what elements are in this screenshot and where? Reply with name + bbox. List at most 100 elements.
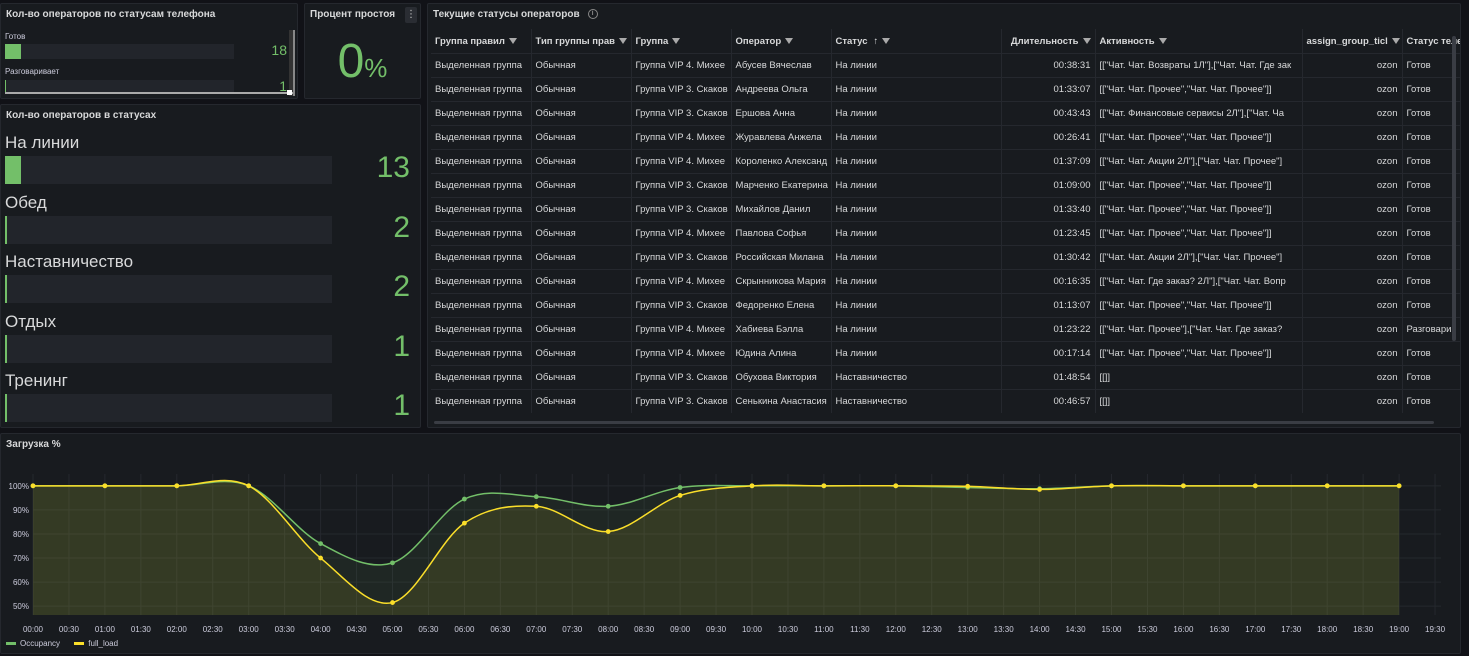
table-cell: Группа VIP 4. Михее [631, 53, 732, 78]
y-tick-label: 60% [13, 578, 29, 587]
info-icon[interactable]: i [587, 9, 598, 20]
table-row[interactable]: Выделенная группа Обычная Группа VIP 4. Ми… [431, 341, 1460, 366]
legend-full-load[interactable]: full_load [88, 639, 119, 648]
table-row[interactable]: Выделенная группа Обычная Группа VIP 4. Ми… [431, 269, 1460, 294]
x-tick-label: 13:00 [958, 625, 979, 634]
table-row[interactable]: Выделенная группа Обычная Группа VIP 3. Ск… [431, 245, 1460, 270]
table-row[interactable]: Выделенная группа Обычная Группа VIP 3. Ск… [431, 365, 1460, 390]
table-cell: Группа VIP 4. Михее [631, 317, 732, 342]
data-point[interactable] [30, 483, 36, 489]
data-point[interactable] [749, 483, 755, 489]
column-header[interactable]: assign_group_ticl [1302, 29, 1403, 54]
data-point[interactable] [390, 560, 395, 566]
filter-icon[interactable] [1158, 37, 1167, 44]
data-point[interactable] [1037, 487, 1042, 492]
filter-icon[interactable] [1082, 37, 1091, 44]
y-tick-label: 50% [13, 602, 29, 611]
data-point[interactable] [1324, 483, 1330, 489]
data-point[interactable] [318, 555, 323, 561]
table-cell: Обычная [531, 125, 632, 150]
table-row[interactable]: Выделенная группа Обычная Группа VIP 3. Ск… [431, 173, 1460, 198]
table-cell: [["Чат. Чат. Возвраты 1Л"],["Чат. Чат. Г… [1095, 53, 1303, 78]
table-cell: Выделенная группа [431, 149, 532, 174]
column-header[interactable]: Группа правил [431, 29, 532, 54]
resize-handle[interactable] [5, 92, 293, 94]
table-row[interactable]: Выделенная группа Обычная Группа VIP 4. Ми… [431, 149, 1460, 174]
status-bar [5, 215, 332, 244]
data-point[interactable] [677, 485, 683, 490]
column-header[interactable]: Оператор [731, 29, 832, 54]
data-point[interactable] [965, 483, 971, 489]
status-counts-panel: Кол-во операторов в статусах На линии 13 О… [0, 104, 421, 428]
table-cell: Обухова Виктория [731, 365, 832, 390]
series-area-full-load [33, 480, 1400, 615]
table-cell: Ершова Анна [731, 101, 832, 126]
filter-icon[interactable] [1391, 37, 1400, 44]
data-point[interactable] [605, 529, 611, 534]
data-point[interactable] [533, 494, 539, 500]
status-bar [5, 394, 332, 422]
table-cell: На линии [831, 77, 1002, 102]
table-cell: Сенькина Анастасия [731, 389, 832, 413]
table-row[interactable]: Выделенная группа Обычная Группа VIP 4. Ми… [431, 317, 1460, 342]
data-point[interactable] [893, 483, 899, 489]
panel-menu-icon[interactable]: ⋮ [405, 7, 417, 23]
filter-icon[interactable] [508, 37, 517, 44]
table-row[interactable]: Выделенная группа Обычная Группа VIP 3. Ск… [431, 77, 1460, 102]
vertical-scrollbar[interactable] [1452, 36, 1456, 341]
x-tick-label: 18:00 [1317, 625, 1338, 634]
data-point[interactable] [1109, 483, 1114, 489]
data-point[interactable] [605, 503, 611, 509]
data-point[interactable] [462, 496, 467, 502]
data-point[interactable] [174, 483, 180, 489]
table-row[interactable]: Выделенная группа Обычная Группа VIP 4. Ми… [431, 221, 1460, 246]
table-row[interactable]: Выделенная группа Обычная Группа VIP 3. Ск… [431, 389, 1460, 413]
data-point[interactable] [462, 520, 467, 526]
data-point[interactable] [246, 483, 252, 489]
table-cell: Выделенная группа [431, 317, 532, 342]
data-point[interactable] [1396, 483, 1402, 489]
table-row[interactable]: Выделенная группа Обычная Группа VIP 3. Ск… [431, 197, 1460, 222]
data-point[interactable] [390, 600, 395, 605]
column-header[interactable]: Статус ↑ [831, 29, 1002, 54]
sort-asc-icon[interactable]: ↑ [873, 35, 879, 47]
legend-occupancy[interactable]: Occupancy [20, 639, 61, 648]
table-cell: Выделенная группа [431, 293, 532, 318]
status-label: Наставничество [5, 252, 134, 271]
column-header[interactable]: Статус теле [1402, 29, 1460, 54]
x-tick-label: 10:00 [742, 625, 763, 634]
column-header-label: Группа правил [435, 35, 505, 47]
y-tick-label: 70% [13, 554, 29, 563]
data-point[interactable] [821, 483, 827, 489]
filter-icon[interactable] [785, 37, 794, 44]
data-point[interactable] [533, 503, 539, 509]
table-cell: Марченко Екатерина [731, 173, 832, 198]
column-header[interactable]: Активность [1095, 29, 1303, 54]
filter-icon[interactable] [672, 37, 681, 44]
x-tick-label: 10:30 [778, 625, 799, 634]
column-header[interactable]: Тип группы прав [531, 29, 632, 54]
column-header[interactable]: Группа [631, 29, 732, 54]
table-row[interactable]: Выделенная группа Обычная Группа VIP 4. Ми… [431, 125, 1460, 150]
scrollbar[interactable] [289, 30, 295, 96]
table-row[interactable]: Выделенная группа Обычная Группа VIP 3. Ск… [431, 101, 1460, 126]
data-point[interactable] [318, 541, 323, 546]
data-point[interactable] [1252, 483, 1258, 489]
table-cell: [["Чат. Чат. Прочее","Чат. Чат. Прочее"]… [1095, 173, 1303, 198]
filter-icon[interactable] [882, 37, 891, 44]
horizontal-scrollbar[interactable] [434, 421, 1434, 424]
table-row[interactable]: Выделенная группа Обычная Группа VIP 3. Ск… [431, 293, 1460, 318]
filter-icon[interactable] [618, 37, 627, 44]
table-cell: Федоренко Елена [731, 293, 832, 318]
table-cell: [["Чат. Финансовые сервисы 2Л"],["Чат. Ч… [1095, 101, 1303, 126]
table-cell: На линии [831, 101, 1002, 126]
table-cell: Группа VIP 4. Михее [631, 149, 732, 174]
column-header[interactable]: Длительность [1001, 29, 1096, 54]
data-point[interactable] [102, 483, 108, 489]
table-cell: Выделенная группа [431, 245, 532, 270]
data-point[interactable] [677, 493, 683, 498]
table-cell: Выделенная группа [431, 125, 532, 150]
table-cell: ozon [1302, 221, 1403, 246]
data-point[interactable] [1181, 483, 1186, 489]
table-row[interactable]: Выделенная группа Обычная Группа VIP 4. Ми… [431, 53, 1460, 78]
